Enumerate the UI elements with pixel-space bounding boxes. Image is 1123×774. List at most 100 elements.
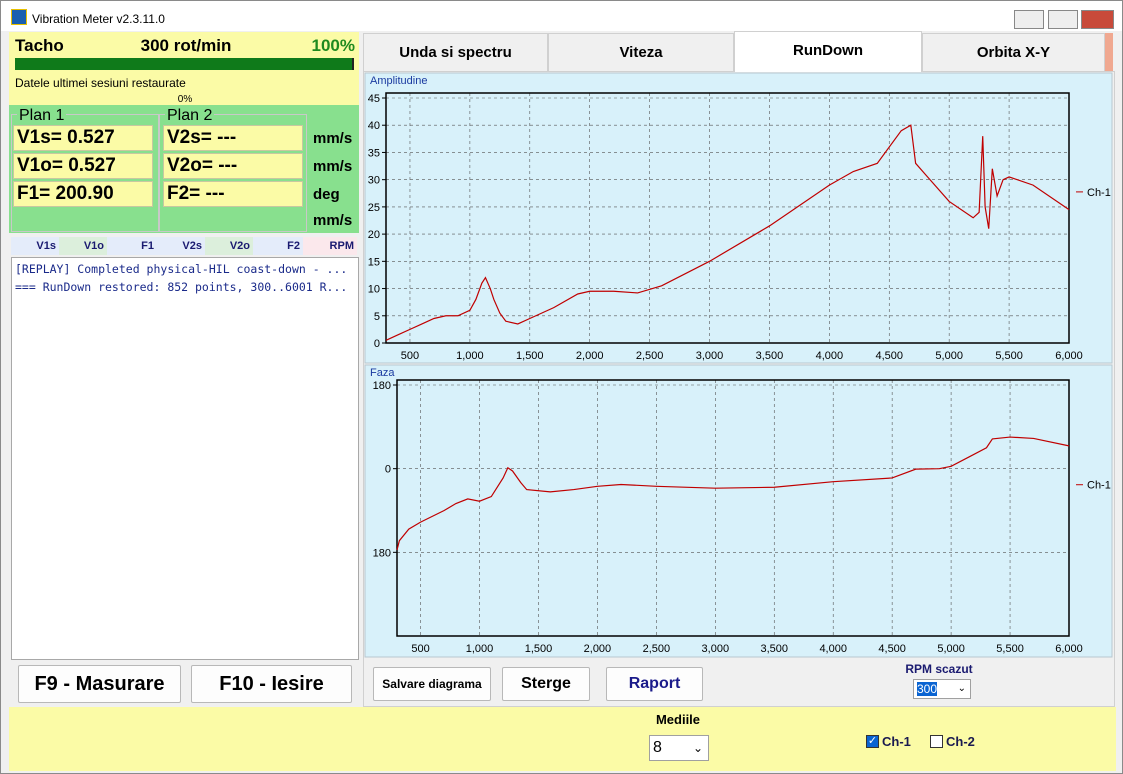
table-header: RPM xyxy=(303,237,357,255)
log-line: [REPLAY] Completed physical-HIL coast-do… xyxy=(15,262,348,276)
x-tick-label: 500 xyxy=(401,350,419,362)
status-message: Datele ultimei sesiuni restaurate xyxy=(15,76,186,90)
y-tick-label: 0 xyxy=(374,338,380,350)
report-button[interactable]: Raport xyxy=(606,667,703,701)
x-tick-label: 5,500 xyxy=(995,350,1023,362)
plan-value: F2= --- xyxy=(163,181,303,207)
maximize-button[interactable] xyxy=(1048,10,1078,29)
plan-frame xyxy=(159,114,307,232)
checkbox-label[interactable]: Ch-2 xyxy=(946,734,975,749)
measure-button[interactable]: F9 - Masurare xyxy=(18,665,181,703)
plan-value: V1s= 0.527 xyxy=(13,125,153,151)
plan-title: Plan 1 xyxy=(17,107,67,125)
plan-value: V2s= --- xyxy=(163,125,303,151)
checkbox[interactable]: ✓ xyxy=(866,735,879,748)
plot-frame xyxy=(396,379,1070,637)
y-tick-label: 15 xyxy=(368,256,380,268)
unit: deg xyxy=(313,186,340,203)
x-tick-label: 4,500 xyxy=(875,350,903,362)
x-tick-label: 3,000 xyxy=(702,643,730,655)
app-icon xyxy=(11,9,27,25)
x-tick-label: 1,000 xyxy=(466,643,494,655)
window-title: Vibration Meter v2.3.11.0 xyxy=(32,12,165,26)
plan-value: V2o= --- xyxy=(163,153,303,179)
x-tick-label: 1,500 xyxy=(525,643,553,655)
y-tick-label: 20 xyxy=(368,229,380,241)
x-tick-label: 4,000 xyxy=(816,350,844,362)
tacho-bar xyxy=(15,58,354,70)
unit: mm/s xyxy=(313,212,353,229)
y-tick-label: 180 xyxy=(373,380,391,392)
rpm-drop-select[interactable]: 300 ⌄ xyxy=(913,679,971,699)
x-tick-label: 6,000 xyxy=(1055,350,1083,362)
tab[interactable]: Unda si spectru xyxy=(363,33,548,71)
plan-frame xyxy=(11,114,159,232)
x-tick-label: 5,500 xyxy=(996,643,1024,655)
series-line xyxy=(385,124,1070,341)
checkbox-label[interactable]: Ch-1 xyxy=(882,734,911,749)
checkbox[interactable] xyxy=(930,735,943,748)
tab-scroll-edge xyxy=(1105,33,1113,71)
table-header: V2s xyxy=(157,237,205,255)
x-tick-label: 4,500 xyxy=(878,643,906,655)
x-tick-label: 2,000 xyxy=(584,643,612,655)
save-button[interactable]: Salvare diagrama xyxy=(373,667,491,701)
y-axis-title: Amplitudine xyxy=(370,75,427,87)
y-tick-label: 10 xyxy=(368,284,380,296)
plan-value: F1= 200.90 xyxy=(13,181,153,207)
unit: mm/s xyxy=(313,130,353,147)
y-tick-label: 180 xyxy=(373,547,391,559)
log-panel xyxy=(11,257,359,660)
chart-panel xyxy=(364,72,1113,364)
tab[interactable]: Orbita X-Y xyxy=(922,33,1105,71)
y-tick-label: 45 xyxy=(368,93,380,105)
x-tick-label: 5,000 xyxy=(937,643,965,655)
unit: mm/s xyxy=(313,158,353,175)
y-tick-label: 40 xyxy=(368,120,380,132)
y-tick-label: 25 xyxy=(368,202,380,214)
rpm-drop-value: 300 xyxy=(917,682,938,696)
legend-label: Ch-1 xyxy=(1087,480,1111,492)
rpm-drop-label: RPM scazut xyxy=(905,662,973,676)
exit-button[interactable]: F10 - Iesire xyxy=(191,665,352,703)
clear-button[interactable]: Sterge xyxy=(502,667,590,701)
averages-label: Mediile xyxy=(655,712,701,727)
table-header: V1o xyxy=(59,237,107,255)
chevron: ⌄ xyxy=(692,741,703,755)
table-header: V1s xyxy=(11,237,59,255)
plan-title: Plan 2 xyxy=(165,107,215,125)
y-tick-label: 30 xyxy=(368,175,380,187)
table-header: F2 xyxy=(253,237,303,255)
title-bar xyxy=(1,1,1122,31)
chart-panel xyxy=(364,364,1113,658)
close-button[interactable] xyxy=(1081,10,1114,29)
tacho-label: Tacho xyxy=(15,36,64,55)
x-tick-label: 1,000 xyxy=(456,350,484,362)
plan-value: V1o= 0.527 xyxy=(13,153,153,179)
table-header: V2o xyxy=(205,237,253,255)
x-tick-label: 2,000 xyxy=(576,350,604,362)
x-tick-label: 2,500 xyxy=(643,643,671,655)
minimize-button[interactable] xyxy=(1014,10,1044,29)
x-tick-label: 6,000 xyxy=(1055,643,1083,655)
averages-select[interactable]: 8 ⌄ xyxy=(649,735,709,761)
averages-value: 8 xyxy=(653,739,662,756)
y-tick-label: 35 xyxy=(368,147,380,159)
y-axis-title: Faza xyxy=(370,367,395,379)
x-tick-label: 3,500 xyxy=(756,350,784,362)
table-header: F1 xyxy=(107,237,157,255)
series-line xyxy=(396,436,1070,551)
tab[interactable]: RunDown xyxy=(734,31,922,72)
x-tick-label: 5,000 xyxy=(935,350,963,362)
x-tick-label: 4,000 xyxy=(819,643,847,655)
plot-frame xyxy=(385,92,1070,344)
tacho-percent: 100% xyxy=(311,36,355,55)
x-tick-label: 3,500 xyxy=(760,643,788,655)
y-tick-label: 5 xyxy=(374,311,380,323)
x-tick-label: 2,500 xyxy=(636,350,664,362)
tab[interactable]: Viteza xyxy=(548,33,734,71)
status-progress: 0% xyxy=(177,94,193,105)
x-tick-label: 1,500 xyxy=(516,350,544,362)
